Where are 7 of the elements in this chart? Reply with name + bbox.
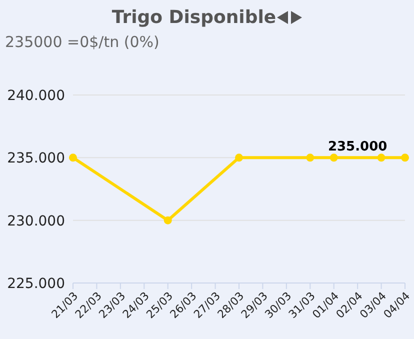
y-tick-label: 240.000 [7, 88, 65, 104]
y-tick-label: 230.000 [7, 213, 65, 230]
y-tick-label: 225.000 [7, 276, 65, 292]
y-tick-label: 235.000 [7, 150, 65, 167]
chart-subtitle: 235000 =0$/tn (0%) [5, 33, 160, 51]
chart-title: Trigo Disponible [112, 7, 276, 28]
annotation: 235.000 [328, 139, 388, 154]
